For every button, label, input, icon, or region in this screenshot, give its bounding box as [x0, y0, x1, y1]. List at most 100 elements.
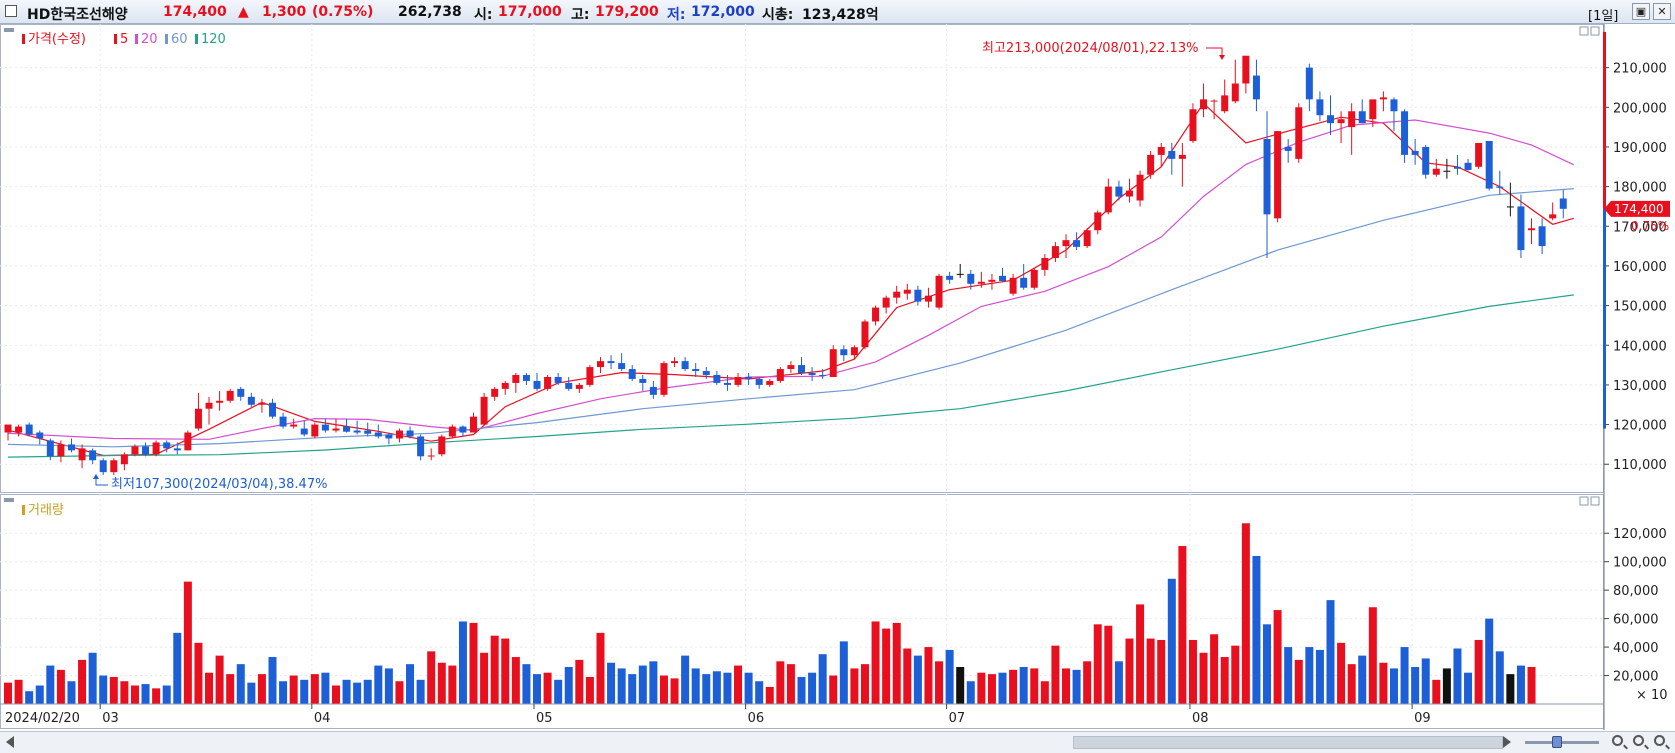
price-tick-label: 140,000: [1613, 339, 1667, 354]
stock-chart[interactable]: 110,000 120,000 130,000 140,000 150,000 160,0…: [0, 24, 1675, 732]
volume-bar: [1231, 645, 1240, 704]
candle-body: [522, 375, 530, 381]
volume-bar: [1220, 657, 1229, 704]
up-arrow-icon: ▲: [238, 4, 249, 20]
volume-tick-label: 40,000: [1613, 641, 1659, 656]
volume-bar: [88, 652, 97, 704]
candle-body: [1041, 258, 1049, 270]
high-label: 고:: [571, 7, 590, 23]
volume-bar: [56, 669, 65, 704]
candle-body: [575, 384, 583, 389]
candle-body: [152, 442, 160, 455]
volume-bar: [850, 668, 859, 704]
volume-panel-menu-icon[interactable]: [4, 498, 14, 502]
candle-body: [1115, 186, 1123, 197]
volume-bar: [1136, 604, 1145, 704]
candle-body: [1475, 142, 1483, 167]
candle-body: [1189, 109, 1197, 141]
scroll-thumb[interactable]: [1073, 736, 1503, 749]
volume-bar: [1114, 661, 1123, 704]
candle-body: [1242, 55, 1250, 84]
volume-bar: [437, 662, 446, 704]
volume-bar: [1252, 556, 1261, 704]
candle-body: [1506, 206, 1514, 208]
candle-body: [438, 436, 446, 455]
volume-bar: [1104, 625, 1113, 704]
volume-bar: [120, 681, 129, 704]
panel-close-icon[interactable]: [1590, 26, 1600, 36]
candle-body: [1401, 111, 1409, 155]
date-axis: 2024/02/20 03 04 05 06 07 08 09: [0, 703, 1604, 726]
volume-bar: [977, 672, 986, 704]
volume-bar: [765, 686, 774, 704]
candle-body: [596, 361, 604, 368]
grid-lines: [0, 24, 1604, 704]
candle-body: [321, 424, 329, 431]
zoom-slider-knob[interactable]: [1552, 736, 1562, 748]
volume-bar: [818, 654, 827, 704]
volume-bar: [374, 665, 383, 704]
volume-bar: [903, 648, 912, 704]
volume-bar: [194, 642, 203, 704]
volume-bar: [776, 661, 785, 704]
scroll-left-icon[interactable]: [6, 736, 14, 748]
legend-ma20: 20: [141, 32, 158, 47]
candle-body: [565, 382, 573, 389]
volume-bar: [1506, 674, 1515, 704]
maximize-icon[interactable]: ▣: [1632, 3, 1650, 20]
volume-bar: [659, 675, 668, 704]
volume-bar: [670, 678, 679, 704]
volume-close-icon[interactable]: [1590, 496, 1600, 506]
zoom-out-icon[interactable]: [1612, 735, 1623, 746]
candle-body: [745, 376, 753, 379]
volume-bar: [945, 649, 954, 704]
close-icon[interactable]: ✕: [1653, 3, 1671, 20]
candle-body: [1020, 277, 1028, 288]
volume-bar: [331, 685, 340, 704]
candle-body: [819, 375, 827, 376]
volume-bar: [353, 682, 362, 704]
ma60-legend-marker: [165, 34, 168, 44]
volume-bar: [257, 674, 266, 704]
volume-bar: [448, 665, 457, 704]
scroll-right-icon[interactable]: [1503, 736, 1511, 748]
zoom-in-icon[interactable]: [1633, 735, 1644, 746]
volume-title: 거래량: [28, 503, 64, 518]
candle-body: [1485, 141, 1493, 189]
panel-restore-icon[interactable]: [1579, 26, 1589, 36]
select-checkbox[interactable]: [5, 5, 17, 17]
candle-body: [1432, 168, 1440, 175]
zoom-reset-icon[interactable]: [1654, 735, 1665, 746]
volume-bar: [1062, 668, 1070, 704]
volume-bar: [46, 665, 55, 704]
period-selector[interactable]: [1일]: [1588, 9, 1619, 24]
volume-bar: [1284, 647, 1293, 704]
high-annotation-arrow: [1206, 47, 1223, 57]
volume-bar: [533, 674, 541, 704]
volume-bars: [4, 523, 1536, 704]
market-cap: 123,428억: [802, 7, 879, 23]
candle-body: [15, 426, 23, 433]
candle-body: [1327, 115, 1334, 124]
candle-body: [1295, 107, 1303, 159]
price-axis: 110,000 120,000 130,000 140,000 150,000 160,0…: [1603, 31, 1667, 473]
chart-scrollbar[interactable]: [0, 731, 1675, 753]
volume-bar: [162, 685, 171, 704]
volume-bar: [1337, 642, 1346, 704]
zoom-slider-track[interactable]: [1525, 741, 1599, 744]
volume-legend-marker: [22, 505, 25, 515]
volume-bar: [1305, 647, 1314, 704]
volume-restore-icon[interactable]: [1579, 496, 1589, 506]
volume-bar: [871, 621, 880, 704]
candle-body: [671, 361, 679, 364]
volume-bar: [109, 676, 118, 704]
panel-menu-icon[interactable]: [4, 28, 14, 32]
candle-body: [1147, 154, 1155, 175]
volume-bar: [1432, 679, 1441, 704]
candle-body: [1231, 83, 1239, 102]
candle-body: [681, 361, 689, 370]
candle-body: [628, 369, 636, 379]
candle-body: [850, 347, 858, 356]
trade-volume: 262,738: [398, 4, 462, 20]
volume-bar: [1167, 578, 1176, 704]
